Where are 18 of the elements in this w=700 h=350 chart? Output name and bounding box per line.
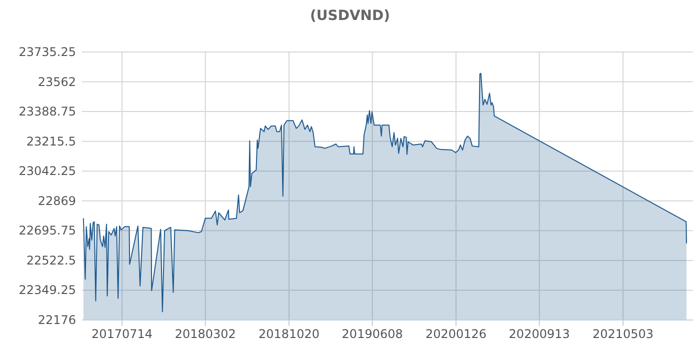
y-tick-label: 23042.25 — [18, 164, 76, 178]
x-tick-label: 20181020 — [258, 327, 320, 341]
y-tick-label: 22349.25 — [18, 283, 76, 298]
y-tick-label: 23388.75 — [18, 104, 76, 119]
x-tick-label: 20180302 — [174, 327, 236, 341]
x-tick-label: 20210503 — [592, 327, 654, 341]
y-tick-label: 23562 — [38, 74, 76, 89]
x-tick-label: 20170714 — [91, 327, 153, 341]
x-tick-label: 20200126 — [425, 327, 487, 341]
y-tick-label: 22176 — [38, 313, 76, 327]
y-tick-label: 23215.5 — [26, 134, 76, 148]
chart-title: (USDVND) — [310, 8, 390, 24]
y-tick-label: 22869 — [38, 194, 76, 208]
x-tick-label: 20200913 — [508, 327, 570, 341]
y-tick-label: 23735.25 — [18, 45, 76, 59]
y-tick-label: 22522.5 — [26, 253, 76, 268]
y-tick-label: 22695.75 — [18, 224, 76, 238]
x-tick-label: 20190608 — [342, 327, 403, 341]
